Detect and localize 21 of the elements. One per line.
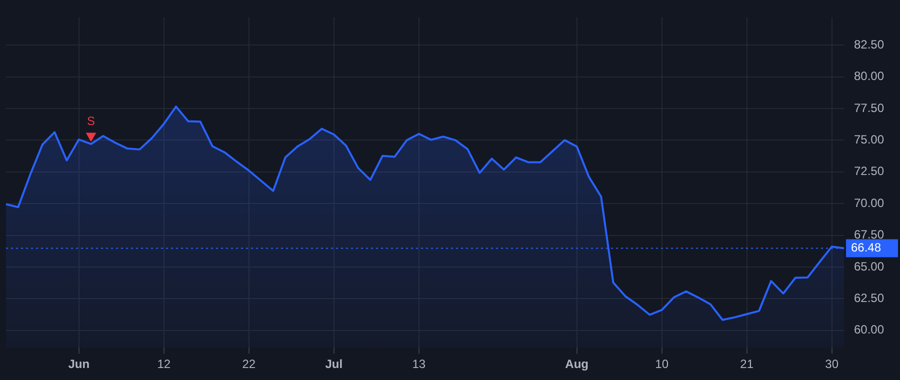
ref-line-label: 66.48 bbox=[851, 240, 882, 255]
y-tick-label: 80.00 bbox=[854, 69, 884, 84]
x-tick-label: 13 bbox=[412, 357, 426, 372]
y-tick-label: 82.50 bbox=[854, 37, 884, 52]
y-tick-label: 67.50 bbox=[854, 228, 884, 242]
y-tick-label: 60.00 bbox=[854, 322, 884, 337]
y-tick-label: 77.50 bbox=[854, 100, 884, 115]
x-tick-label: 30 bbox=[825, 357, 839, 372]
y-tick-label: 72.50 bbox=[854, 164, 884, 178]
y-tick-label: 65.00 bbox=[854, 259, 884, 274]
x-tick-label: 12 bbox=[157, 357, 171, 372]
x-tick-label: 21 bbox=[740, 357, 754, 372]
x-tick-label: Jun bbox=[68, 357, 90, 372]
x-tick-label: 22 bbox=[242, 357, 256, 372]
series-label: S bbox=[87, 114, 96, 128]
y-tick-label: 70.00 bbox=[854, 196, 884, 210]
y-tick-label: 75.00 bbox=[854, 132, 884, 146]
y-tick-label: 62.50 bbox=[854, 290, 884, 305]
x-tick-label: 10 bbox=[655, 357, 669, 372]
x-tick-label: Jul bbox=[325, 357, 343, 372]
x-tick-label: Aug bbox=[565, 357, 588, 372]
